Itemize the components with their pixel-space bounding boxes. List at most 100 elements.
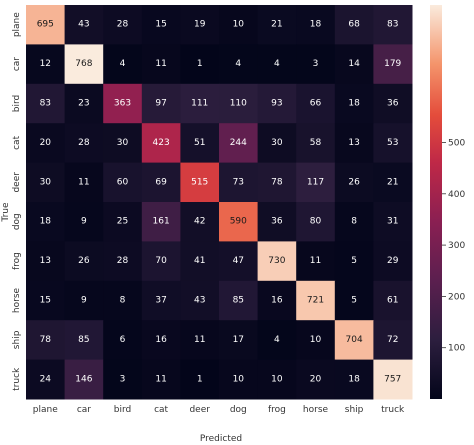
heatmap-cell	[64, 123, 104, 164]
heatmap-cell	[296, 162, 336, 203]
heatmap-cell	[26, 5, 66, 45]
heatmap-cell	[141, 320, 181, 361]
heatmap-cell	[219, 320, 259, 361]
cell-value-label: 730	[268, 256, 285, 266]
heatmap-cell	[296, 241, 336, 282]
cell-value-label: 590	[230, 217, 247, 227]
heatmap-cell	[296, 5, 336, 45]
cell-value-label: 16	[155, 335, 167, 345]
cell-value-label: 30	[40, 177, 52, 187]
cell-value-label: 85	[78, 335, 89, 345]
cell-value-label: 15	[155, 20, 166, 30]
cell-value-label: 8	[351, 217, 357, 227]
colorbar-tick-label: 100	[448, 344, 465, 354]
x-tick-label: horse	[303, 405, 329, 415]
heatmap-cell	[373, 241, 413, 282]
heatmap-cell	[103, 44, 143, 85]
heatmap-cell	[103, 162, 143, 203]
y-tick-label: frog	[12, 252, 22, 270]
cell-value-label: 36	[387, 99, 399, 109]
heatmap-cell	[296, 280, 336, 321]
heatmap-cell	[296, 44, 336, 85]
heatmap-cell	[141, 359, 181, 400]
heatmap-cell	[257, 280, 297, 321]
heatmap-cell	[141, 5, 181, 45]
cell-value-label: 18	[310, 20, 322, 30]
heatmap-cell	[64, 83, 104, 124]
y-axis-ticks: plane car bird cat deer dog frog horse ship truck	[12, 12, 22, 391]
cell-value-label: 51	[194, 138, 205, 148]
cell-value-label: 1	[197, 59, 203, 69]
cell-value-label: 97	[155, 99, 166, 109]
x-tick-label: cat	[154, 405, 168, 415]
x-tick-label: frog	[268, 405, 286, 415]
x-tick-label: ship	[345, 405, 364, 415]
heatmap-cell	[141, 202, 181, 242]
cell-value-label: 29	[387, 256, 399, 266]
cell-value-label: 10	[271, 374, 283, 384]
cell-value-label: 10	[310, 335, 322, 345]
cell-value-label: 423	[153, 138, 170, 148]
cell-value-label: 13	[40, 256, 51, 266]
cell-value-label: 78	[271, 177, 283, 187]
cell-value-label: 11	[78, 177, 89, 187]
cell-value-label: 11	[155, 59, 166, 69]
cell-value-label: 26	[348, 177, 360, 187]
heatmap-cell	[64, 202, 104, 242]
heatmap-cell	[141, 123, 181, 164]
cell-value-label: 3	[313, 59, 319, 69]
cell-value-label: 37	[155, 296, 166, 306]
y-axis-label: True	[1, 202, 11, 223]
cell-value-label: 8	[120, 296, 126, 306]
cell-value-label: 11	[155, 374, 166, 384]
heatmap-cell	[334, 44, 374, 85]
cell-value-label: 117	[307, 177, 324, 187]
cell-value-label: 4	[235, 59, 241, 69]
cell-value-label: 21	[271, 20, 282, 30]
heatmap-cell	[64, 280, 104, 321]
heatmap-cell	[141, 83, 181, 124]
heatmap-cell	[257, 44, 297, 85]
heatmap-cell	[180, 359, 220, 400]
cell-value-label: 70	[155, 256, 167, 266]
cell-value-label: 721	[307, 296, 324, 306]
heatmap-cell	[257, 5, 297, 45]
heatmap-cell	[103, 241, 143, 282]
cell-value-label: 30	[271, 138, 283, 148]
cell-value-label: 695	[37, 20, 54, 30]
heatmap-cell	[64, 359, 104, 400]
cell-value-label: 83	[387, 20, 398, 30]
heatmap-cell	[296, 83, 336, 124]
heatmap-cell	[64, 162, 104, 203]
heatmap-cell	[257, 162, 297, 203]
cell-value-label: 515	[191, 177, 208, 187]
cell-value-label: 11	[194, 335, 205, 345]
heatmap-cell	[180, 241, 220, 282]
cell-value-label: 68	[348, 20, 360, 30]
cell-value-label: 69	[155, 177, 167, 187]
y-tick-label: bird	[12, 95, 22, 112]
heatmap-cell	[219, 241, 259, 282]
cell-value-label: 53	[387, 138, 398, 148]
heatmap-cell	[64, 320, 104, 361]
heatmap-cell	[219, 123, 259, 164]
heatmap-cell	[103, 123, 143, 164]
cell-value-label: 30	[117, 138, 129, 148]
y-tick-label: horse	[12, 287, 22, 313]
heatmap-cell	[334, 320, 374, 361]
cell-value-label: 10	[233, 374, 245, 384]
cell-value-label: 80	[310, 217, 322, 227]
cell-value-label: 60	[117, 177, 129, 187]
heatmap-cell	[180, 202, 220, 242]
cell-value-label: 18	[348, 374, 360, 384]
heatmap-cell	[219, 162, 259, 203]
colorbar-tick-label: 300	[448, 241, 465, 251]
heatmap-cell	[257, 241, 297, 282]
heatmap-cell	[334, 241, 374, 282]
heatmap-cell	[103, 320, 143, 361]
cell-value-label: 16	[271, 296, 283, 306]
heatmap-cell	[373, 320, 413, 361]
cell-value-label: 3	[120, 374, 126, 384]
cell-value-label: 5	[351, 256, 357, 266]
heatmap-cell	[180, 123, 220, 164]
